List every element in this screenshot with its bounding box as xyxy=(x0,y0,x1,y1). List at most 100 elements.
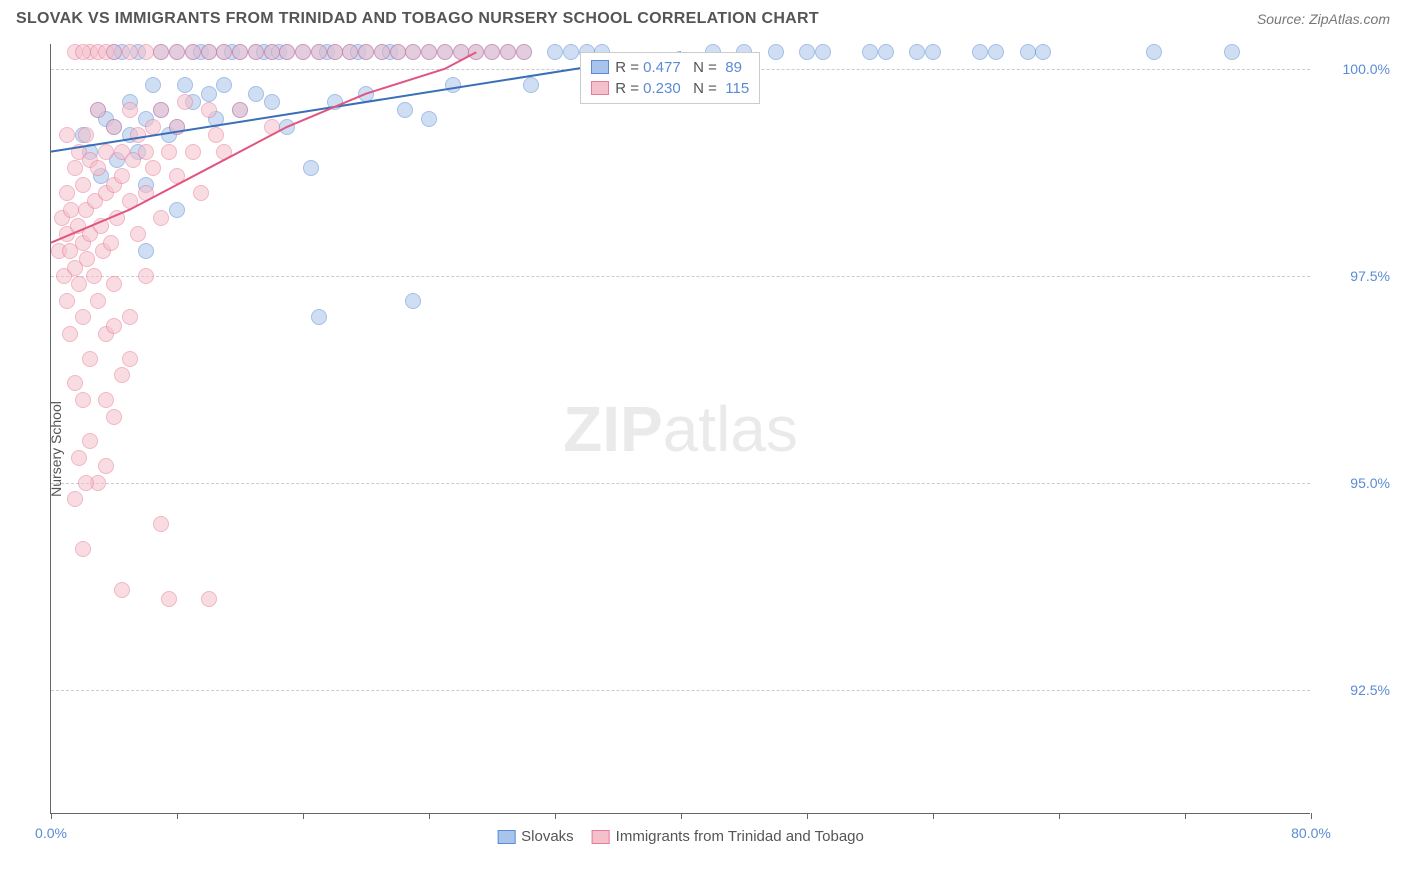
x-tick xyxy=(1059,813,1060,819)
data-point xyxy=(59,127,75,143)
data-point xyxy=(90,293,106,309)
data-point xyxy=(925,44,941,60)
data-point xyxy=(248,86,264,102)
data-point xyxy=(130,226,146,242)
data-point xyxy=(103,235,119,251)
data-point xyxy=(71,276,87,292)
data-point xyxy=(145,77,161,93)
data-point xyxy=(216,144,232,160)
data-point xyxy=(153,44,169,60)
data-point xyxy=(988,44,1004,60)
gridline xyxy=(51,276,1310,277)
data-point xyxy=(909,44,925,60)
data-point xyxy=(75,541,91,557)
x-tick xyxy=(303,813,304,819)
x-tick xyxy=(1185,813,1186,819)
data-point xyxy=(516,44,532,60)
data-point xyxy=(327,44,343,60)
x-tick xyxy=(681,813,682,819)
data-point xyxy=(390,44,406,60)
data-point xyxy=(303,160,319,176)
x-tick xyxy=(807,813,808,819)
data-point xyxy=(216,77,232,93)
data-point xyxy=(862,44,878,60)
data-point xyxy=(122,193,138,209)
source-link[interactable]: ZipAtlas.com xyxy=(1309,11,1390,27)
legend-row: R = 0.230 N = 115 xyxy=(591,78,749,99)
data-point xyxy=(177,77,193,93)
data-point xyxy=(972,44,988,60)
data-point xyxy=(138,144,154,160)
data-point xyxy=(421,44,437,60)
data-point xyxy=(59,185,75,201)
data-point xyxy=(201,44,217,60)
data-point xyxy=(248,44,264,60)
data-point xyxy=(500,44,516,60)
data-point xyxy=(405,44,421,60)
data-point xyxy=(138,243,154,259)
x-tick xyxy=(51,813,52,819)
legend-text: R = 0.477 N = 89 xyxy=(615,59,742,76)
data-point xyxy=(78,475,94,491)
legend-item: Immigrants from Trinidad and Tobago xyxy=(592,828,864,845)
data-point xyxy=(1146,44,1162,60)
legend-swatch xyxy=(497,830,515,844)
correlation-legend: R = 0.477 N = 89 R = 0.230 N = 115 xyxy=(580,52,760,104)
data-point xyxy=(86,268,102,284)
data-point xyxy=(161,591,177,607)
data-point xyxy=(122,102,138,118)
y-tick-label: 97.5% xyxy=(1320,268,1390,284)
x-tick xyxy=(1311,813,1312,819)
data-point xyxy=(216,44,232,60)
data-point xyxy=(71,450,87,466)
data-point xyxy=(358,44,374,60)
data-point xyxy=(153,516,169,532)
y-tick-label: 92.5% xyxy=(1320,682,1390,698)
data-point xyxy=(437,44,453,60)
data-point xyxy=(547,44,563,60)
data-point xyxy=(185,144,201,160)
data-point xyxy=(264,119,280,135)
data-point xyxy=(279,44,295,60)
data-point xyxy=(75,392,91,408)
data-point xyxy=(232,44,248,60)
data-point xyxy=(327,94,343,110)
data-point xyxy=(153,102,169,118)
data-point xyxy=(67,160,83,176)
data-point xyxy=(169,119,185,135)
data-point xyxy=(75,177,91,193)
data-point xyxy=(153,210,169,226)
watermark: ZIPatlas xyxy=(563,392,798,466)
data-point xyxy=(201,102,217,118)
data-point xyxy=(768,44,784,60)
gridline xyxy=(51,483,1310,484)
data-point xyxy=(193,185,209,201)
data-point xyxy=(169,202,185,218)
data-point xyxy=(208,127,224,143)
data-point xyxy=(169,168,185,184)
data-point xyxy=(453,44,469,60)
source-prefix: Source: xyxy=(1257,11,1309,27)
data-point xyxy=(1224,44,1240,60)
data-point xyxy=(138,44,154,60)
chart-title: SLOVAK VS IMMIGRANTS FROM TRINIDAD AND T… xyxy=(16,10,819,28)
data-point xyxy=(114,582,130,598)
data-point xyxy=(106,119,122,135)
data-point xyxy=(109,210,125,226)
data-point xyxy=(468,44,484,60)
data-point xyxy=(563,44,579,60)
data-point xyxy=(106,44,122,60)
y-tick-label: 95.0% xyxy=(1320,475,1390,491)
legend-label: Slovaks xyxy=(521,828,574,845)
data-point xyxy=(62,326,78,342)
data-point xyxy=(1020,44,1036,60)
data-point xyxy=(82,351,98,367)
legend-label: Immigrants from Trinidad and Tobago xyxy=(616,828,864,845)
data-point xyxy=(374,44,390,60)
legend-swatch xyxy=(591,60,609,74)
data-point xyxy=(114,367,130,383)
data-point xyxy=(161,144,177,160)
data-point xyxy=(145,160,161,176)
data-point xyxy=(122,309,138,325)
data-point xyxy=(397,102,413,118)
